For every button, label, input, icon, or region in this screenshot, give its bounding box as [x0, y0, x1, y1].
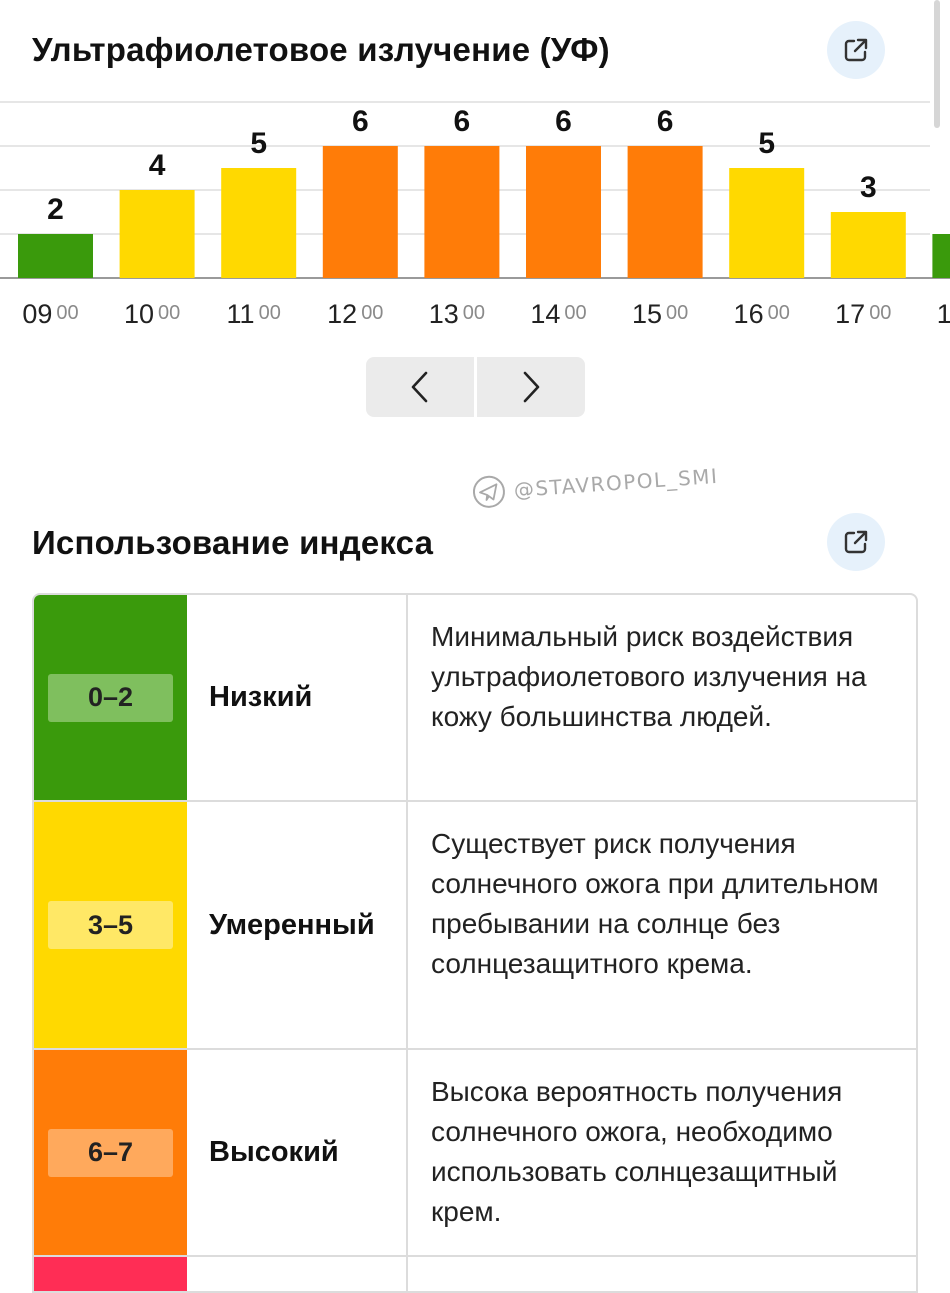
table-row-very-high: [34, 1257, 916, 1291]
level-description: Минимальный риск воздействия ультрафиоле…: [431, 621, 867, 732]
table-row-moderate: 3–5 Умеренный Существует риск получения …: [34, 802, 916, 1050]
chart-value-labels: 2 4 5 6 6 6 6 5 3: [47, 105, 876, 226]
scrollbar[interactable]: [934, 0, 940, 128]
level-label: Низкий: [187, 595, 408, 800]
bar-value-label: 6: [555, 105, 572, 138]
bar-value-label: 5: [250, 127, 267, 160]
watermark: @STAVROPOL_SMI: [471, 459, 720, 510]
level-label: Умеренный: [187, 802, 408, 1048]
hour-tick-label: 14 00: [530, 299, 586, 329]
hour-tick-label: 10 00: [124, 299, 180, 329]
next-button[interactable]: [477, 357, 585, 417]
bar-value-label: 6: [352, 105, 369, 138]
hour-tick-label: 11 00: [227, 299, 281, 329]
level-label: Высокий: [187, 1050, 408, 1255]
chart-navigation: [366, 357, 585, 417]
hour-tick-label: 17 00: [835, 299, 891, 329]
prev-button[interactable]: [366, 357, 474, 417]
uv-bar[interactable]: [729, 168, 805, 278]
hour-tick-label: 13 00: [429, 299, 485, 329]
uv-bar[interactable]: [322, 146, 398, 278]
watermark-text: @STAVROPOL_SMI: [513, 463, 720, 503]
level-description: Высока вероятность получения солнечного …: [431, 1076, 843, 1227]
level-description: [408, 1257, 916, 1291]
level-color-cell: [34, 1257, 187, 1291]
chevron-left-icon: [411, 371, 428, 403]
uv-bar[interactable]: [119, 190, 195, 278]
index-section-title: Использование индекса: [32, 524, 434, 561]
hour-tick-label: 12 00: [327, 299, 383, 329]
uv-bar[interactable]: [526, 146, 601, 278]
hour-tick-label: 09 00: [22, 299, 78, 329]
chevron-right-icon: [523, 371, 540, 403]
uv-section-title: Ультрафиолетовое излучение (УФ): [32, 31, 610, 68]
external-link-icon: [844, 38, 868, 62]
hour-tick-label: 1800: [937, 299, 950, 329]
uv-bar[interactable]: [18, 234, 93, 278]
range-badge: 6–7: [48, 1128, 173, 1177]
hour-tick-label: 16 00: [734, 299, 790, 329]
uv-bar-chart: 2 4 5 6 6 6 6 5 3 09 00 10 00 11 00 12 00 13 00 14 00 15 00 16…: [0, 101, 950, 329]
level-color-cell: 6–7: [34, 1050, 187, 1255]
bar-value-label: 6: [454, 105, 471, 138]
hour-tick-label: 15 00: [632, 299, 688, 329]
bar-value-label: 6: [657, 105, 674, 138]
uv-bar[interactable]: [221, 168, 297, 278]
telegram-icon: [472, 475, 505, 508]
table-row-high: 6–7 Высокий Высока вероятность получения…: [34, 1050, 916, 1257]
bar-value-label: 3: [860, 171, 877, 204]
level-color-cell: 0–2: [34, 595, 187, 800]
uv-bar[interactable]: [424, 146, 500, 278]
table-row-low: 0–2 Низкий Минимальный риск воздействия …: [34, 595, 916, 802]
bar-value-label: 4: [149, 149, 166, 182]
level-color-cell: 3–5: [34, 802, 187, 1048]
uv-bar[interactable]: [830, 212, 906, 278]
bar-value-label: 2: [47, 193, 64, 226]
range-badge: 0–2: [48, 673, 173, 722]
uv-index-table: 0–2 Низкий Минимальный риск воздействия …: [32, 593, 918, 1293]
uv-bar[interactable]: [627, 146, 703, 278]
range-badge: 3–5: [48, 901, 173, 949]
uv-bar[interactable]: [932, 234, 950, 278]
external-link-icon: [844, 530, 868, 554]
level-label: [187, 1257, 408, 1291]
chart-bars: [18, 146, 950, 278]
level-description: Существует риск получения солнечного ожо…: [431, 828, 879, 979]
uv-share-button[interactable]: [827, 21, 885, 79]
bar-value-label: 5: [758, 127, 775, 160]
index-share-button[interactable]: [827, 513, 885, 571]
